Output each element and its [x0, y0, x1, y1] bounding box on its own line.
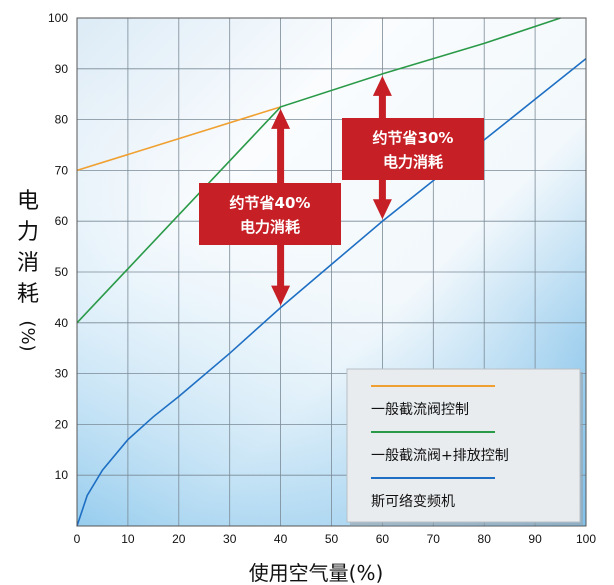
y-tick-label: 10 — [55, 468, 69, 482]
legend-label-2: 斯可络变频机 — [371, 494, 455, 510]
callout-text-line: 电力消耗 — [240, 218, 300, 236]
y-axis-title-char: 消 — [17, 251, 39, 276]
callout-box-saving30 — [342, 118, 484, 180]
callout-text-line: 约节省30% — [373, 129, 454, 147]
y-tick-label: 80 — [55, 113, 69, 127]
y-tick-label: 90 — [55, 62, 69, 76]
y-axis-title-char: 耗 — [17, 282, 39, 307]
callout-text-line: 电力消耗 — [383, 153, 443, 171]
y-tick-label: 20 — [55, 417, 69, 431]
x-tick-label: 20 — [172, 532, 186, 546]
x-tick-label: 80 — [478, 532, 492, 546]
x-tick-label: 50 — [325, 532, 339, 546]
legend-label-1: 一般截流阀+排放控制 — [371, 448, 509, 464]
legend-label-0: 一般截流阀控制 — [371, 402, 469, 418]
x-tick-label: 60 — [376, 532, 390, 546]
callout-saving40: 约节省40% 电力消耗 — [199, 108, 341, 306]
y-tick-label: 60 — [55, 214, 69, 228]
x-tick-label: 10 — [121, 532, 135, 546]
callout-saving30: 约节省30% 电力消耗 — [342, 75, 484, 220]
x-tick-label: 90 — [528, 532, 542, 546]
x-axis-ticks: 0 10 20 30 40 50 60 70 80 90 100 — [74, 532, 597, 546]
y-axis-title-char: 电 — [17, 189, 39, 214]
series-line-0 — [76, 106, 281, 172]
annotation-layer: 约节省40% 电力消耗 约节省30% 电力消耗 — [199, 75, 484, 306]
y-tick-label: 50 — [55, 265, 69, 279]
x-tick-label: 0 — [74, 532, 81, 546]
x-tick-label: 70 — [427, 532, 441, 546]
plot-frame — [76, 17, 587, 527]
y-axis-title-unit: (%) — [17, 320, 38, 351]
y-tick-label: 30 — [55, 367, 69, 381]
callout-box-saving40 — [199, 183, 341, 245]
y-tick-label: 100 — [48, 11, 68, 25]
series-line-1 — [76, 17, 561, 324]
y-tick-label: 40 — [55, 316, 69, 330]
y-axis-title: 电力消耗 (%) — [17, 189, 39, 352]
x-tick-label: 30 — [223, 532, 237, 546]
x-tick-label: 40 — [274, 532, 288, 546]
y-axis-ticks: 10 20 30 40 50 60 70 80 90 100 — [48, 11, 68, 482]
x-axis-title: 使用空气量(%) — [249, 561, 384, 585]
legend-box — [346, 368, 581, 523]
x-tick-label: 100 — [576, 532, 596, 546]
y-tick-label: 70 — [55, 163, 69, 177]
y-axis-title-char: 力 — [17, 220, 39, 245]
callout-text-line: 约节省40% — [230, 194, 311, 212]
